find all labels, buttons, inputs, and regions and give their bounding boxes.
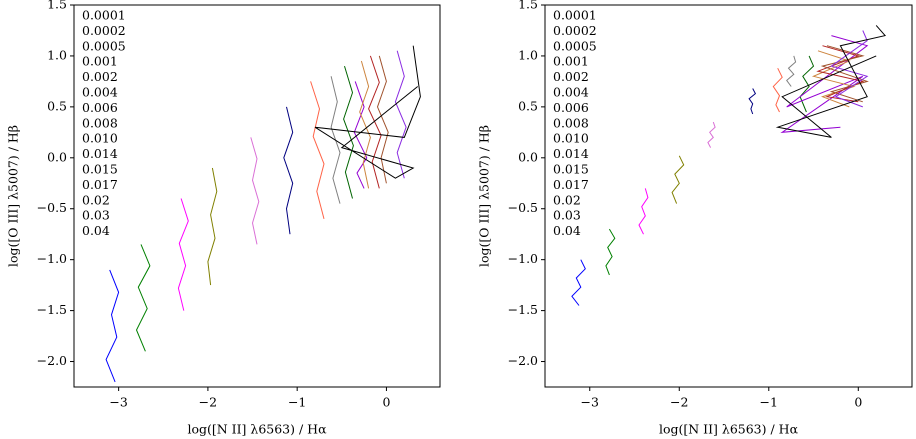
series-line <box>820 45 869 103</box>
plot-frame <box>544 4 913 388</box>
y-tick-label: −2.0 <box>508 353 538 368</box>
x-tick-label: −2 <box>199 395 217 410</box>
legend-label: 0.03 <box>553 208 581 223</box>
y-tick-label: −0.5 <box>508 200 538 215</box>
series-line <box>135 244 151 352</box>
series-line <box>799 55 815 113</box>
legend-label: 0.014 <box>553 146 589 161</box>
series-line <box>780 35 869 133</box>
legend-label: 0.010 <box>553 131 589 146</box>
series-line <box>314 45 421 179</box>
y-tick-label: 0.0 <box>518 149 538 164</box>
x-tick-label: −3 <box>109 395 127 410</box>
legend-label: 0.04 <box>82 223 110 238</box>
series-line <box>786 55 797 87</box>
series-line <box>283 106 294 235</box>
y-tick-label: −0.5 <box>37 200 67 215</box>
y-tick-label: −1.5 <box>508 302 538 317</box>
legend-label: 0.0002 <box>553 23 597 38</box>
legend-label: 0.0001 <box>82 8 126 23</box>
plot-frame <box>73 4 441 388</box>
series-line <box>816 45 865 103</box>
series-line <box>343 65 354 199</box>
series-line <box>207 167 218 286</box>
series-line <box>359 60 371 189</box>
legend-label: 0.015 <box>82 162 118 177</box>
y-tick-label: 1.0 <box>518 47 538 62</box>
legend-label: 0.002 <box>553 69 589 84</box>
x-axis-label: log([N II] λ6563) / Hα <box>659 422 799 437</box>
legend-label: 0.002 <box>82 69 118 84</box>
legend-label: 0.0005 <box>553 38 597 53</box>
legend-label: 0.0005 <box>82 38 126 53</box>
series-line <box>605 228 616 276</box>
y-tick-label: 1.0 <box>47 47 67 62</box>
y-axis-label: log([O III] λ5007) / Hβ <box>6 125 21 267</box>
legend-label: 0.015 <box>553 162 589 177</box>
y-tick-label: 0.0 <box>47 149 67 164</box>
legend-label: 0.008 <box>553 115 589 130</box>
legend-label: 0.04 <box>553 223 581 238</box>
legend-label: 0.006 <box>553 100 589 115</box>
y-tick-label: 0.5 <box>518 98 538 113</box>
y-tick-label: 0.5 <box>47 98 67 113</box>
series-line <box>707 121 716 148</box>
series-line <box>671 155 685 204</box>
legend-label: 0.004 <box>82 85 118 100</box>
series-line <box>571 259 586 306</box>
legend-label: 0.017 <box>553 177 589 192</box>
x-tick-label: −2 <box>670 395 688 410</box>
series-line <box>748 88 757 115</box>
legend-label: 0.03 <box>82 208 110 223</box>
series-line <box>105 269 120 383</box>
series-line <box>775 25 887 138</box>
legend-label: 0.0002 <box>82 23 126 38</box>
legend-label: 0.008 <box>82 115 118 130</box>
x-tick-label: 0 <box>382 395 390 410</box>
legend-label: 0.014 <box>82 146 118 161</box>
legend-label: 0.004 <box>553 85 589 100</box>
x-axis-label: log([N II] λ6563) / Hα <box>187 422 327 437</box>
x-tick-label: −1 <box>288 395 306 410</box>
legend-label: 0.010 <box>82 131 118 146</box>
series-line <box>830 30 869 108</box>
x-tick-label: −1 <box>760 395 778 410</box>
y-axis-label: log([O III] λ5007) / Hβ <box>477 125 492 267</box>
series-line <box>368 55 382 189</box>
series-line <box>177 198 189 311</box>
x-tick-label: 0 <box>854 395 862 410</box>
series-line <box>394 50 407 179</box>
series-line <box>376 55 389 184</box>
y-tick-label: 1.5 <box>518 0 538 12</box>
legend-label: 0.02 <box>553 192 581 207</box>
series-line <box>310 81 325 220</box>
legend-label: 0.001 <box>553 54 589 69</box>
series-line <box>250 137 260 245</box>
series-line <box>772 67 783 113</box>
y-tick-label: −1.0 <box>508 251 538 266</box>
x-tick-label: −3 <box>581 395 599 410</box>
legend-label: 0.0001 <box>553 8 597 23</box>
series-line <box>638 188 649 235</box>
series-line <box>811 50 856 108</box>
legend-label: 0.02 <box>82 192 110 207</box>
legend-label: 0.017 <box>82 177 118 192</box>
legend-label: 0.006 <box>82 100 118 115</box>
legend-label: 0.001 <box>82 54 118 69</box>
y-tick-label: −1.5 <box>37 302 67 317</box>
y-tick-label: −1.0 <box>37 251 67 266</box>
y-tick-label: 1.5 <box>47 0 67 12</box>
y-tick-label: −2.0 <box>37 353 67 368</box>
